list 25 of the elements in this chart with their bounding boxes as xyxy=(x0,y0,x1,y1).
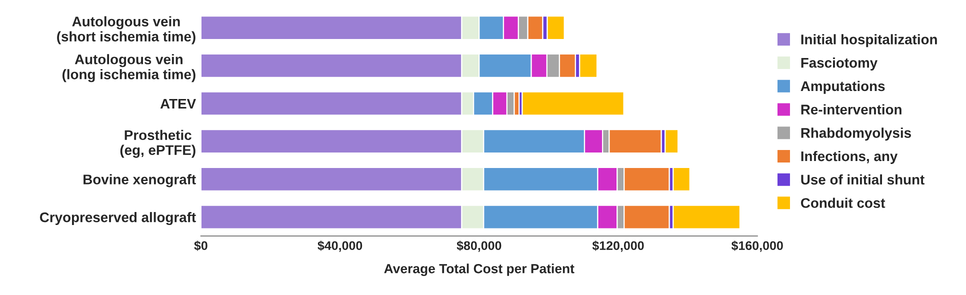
x-tick-label: $80,000 xyxy=(456,240,502,252)
legend-label: Use of initial shunt xyxy=(801,174,924,185)
x-tick-label: $160,000 xyxy=(731,240,783,252)
x-axis-title: Average Total Cost per Patient xyxy=(384,264,574,276)
bar xyxy=(672,166,690,192)
bar xyxy=(579,53,598,78)
legend-label: Re-intervention xyxy=(801,104,902,114)
y-tick-label: Autologous vein (short ischemia time) xyxy=(57,16,196,44)
legend-label: Conduit cost xyxy=(800,198,886,208)
y-tick-label: ATEV xyxy=(160,98,196,109)
y-tick-label: Prosthetic (eg, ePTFE) xyxy=(120,130,196,158)
legend-label: Amputations xyxy=(800,80,885,94)
legend-label: Fasciotomy xyxy=(801,58,878,70)
legend-label: Rhabdomyolysis xyxy=(801,128,911,141)
bar xyxy=(664,129,679,154)
y-tick-label: Cryopreserved allograft xyxy=(40,212,196,226)
y-tick-label: Autologous vein (long ischemia time) xyxy=(62,54,196,82)
legend-label: Initial hospitalization xyxy=(801,34,937,48)
x-tick-label: $40,000 xyxy=(318,240,362,252)
legend-label: Infections, any xyxy=(801,150,898,164)
x-tick-label: $120,000 xyxy=(592,240,644,252)
x-tick-label: $0 xyxy=(194,240,208,251)
y-tick-label: Bovine xenograft xyxy=(84,174,196,188)
bar xyxy=(672,204,741,230)
bar xyxy=(522,91,624,116)
